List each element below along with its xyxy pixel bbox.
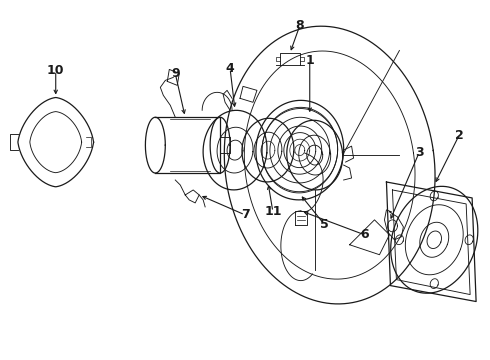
Text: 2: 2: [455, 129, 464, 142]
Text: 9: 9: [171, 67, 179, 80]
Text: 8: 8: [295, 19, 304, 32]
Text: 6: 6: [360, 228, 369, 241]
Text: 4: 4: [226, 62, 234, 75]
Text: 10: 10: [47, 64, 65, 77]
Text: 11: 11: [264, 205, 282, 219]
Text: 1: 1: [305, 54, 314, 67]
Text: 7: 7: [241, 208, 249, 221]
Text: 5: 5: [320, 218, 329, 231]
Text: 3: 3: [415, 145, 424, 159]
